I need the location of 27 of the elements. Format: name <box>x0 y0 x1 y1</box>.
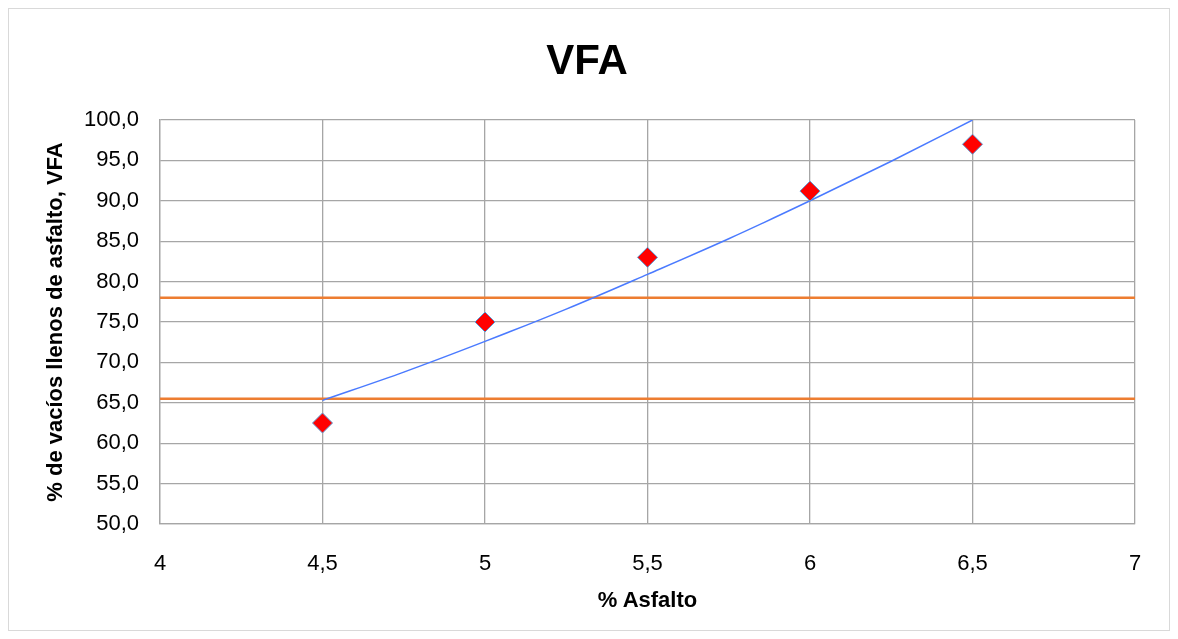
point <box>312 412 333 434</box>
y-tick-label: 80,0 <box>96 267 139 293</box>
y-tick-label: 90,0 <box>96 186 139 212</box>
x-tick-label: 7 <box>1128 550 1142 576</box>
y-tick-label: 85,0 <box>96 227 139 253</box>
point <box>799 180 821 202</box>
line-series <box>321 120 974 402</box>
y-tick-label: 50,0 <box>96 510 139 536</box>
point <box>474 311 496 333</box>
y-tick-label: 100,0 <box>83 106 139 132</box>
y-tick-label: 70,0 <box>96 348 139 374</box>
x-tick-label: 6,5 <box>957 550 988 576</box>
y-tick-label: 65,0 <box>96 388 139 414</box>
x-axis-title: % Asfalto <box>597 586 698 612</box>
y-tick-label: 55,0 <box>96 469 139 495</box>
chart-title: VFA <box>546 35 628 83</box>
y-tick-label: 75,0 <box>96 308 139 334</box>
x-tick-label: 4,5 <box>307 550 338 576</box>
y-axis-title: % de vacíos llenos de asfalto, VFA <box>42 142 68 502</box>
x-tick-label: 5 <box>478 550 492 576</box>
x-tick-label: 6 <box>803 550 817 576</box>
point <box>962 133 983 155</box>
point <box>637 246 658 268</box>
y-tick-label: 60,0 <box>96 429 139 455</box>
x-tick-label: 5,5 <box>632 550 663 576</box>
y-tick-label: 95,0 <box>96 146 139 172</box>
x-tick-label: 4 <box>153 550 167 576</box>
